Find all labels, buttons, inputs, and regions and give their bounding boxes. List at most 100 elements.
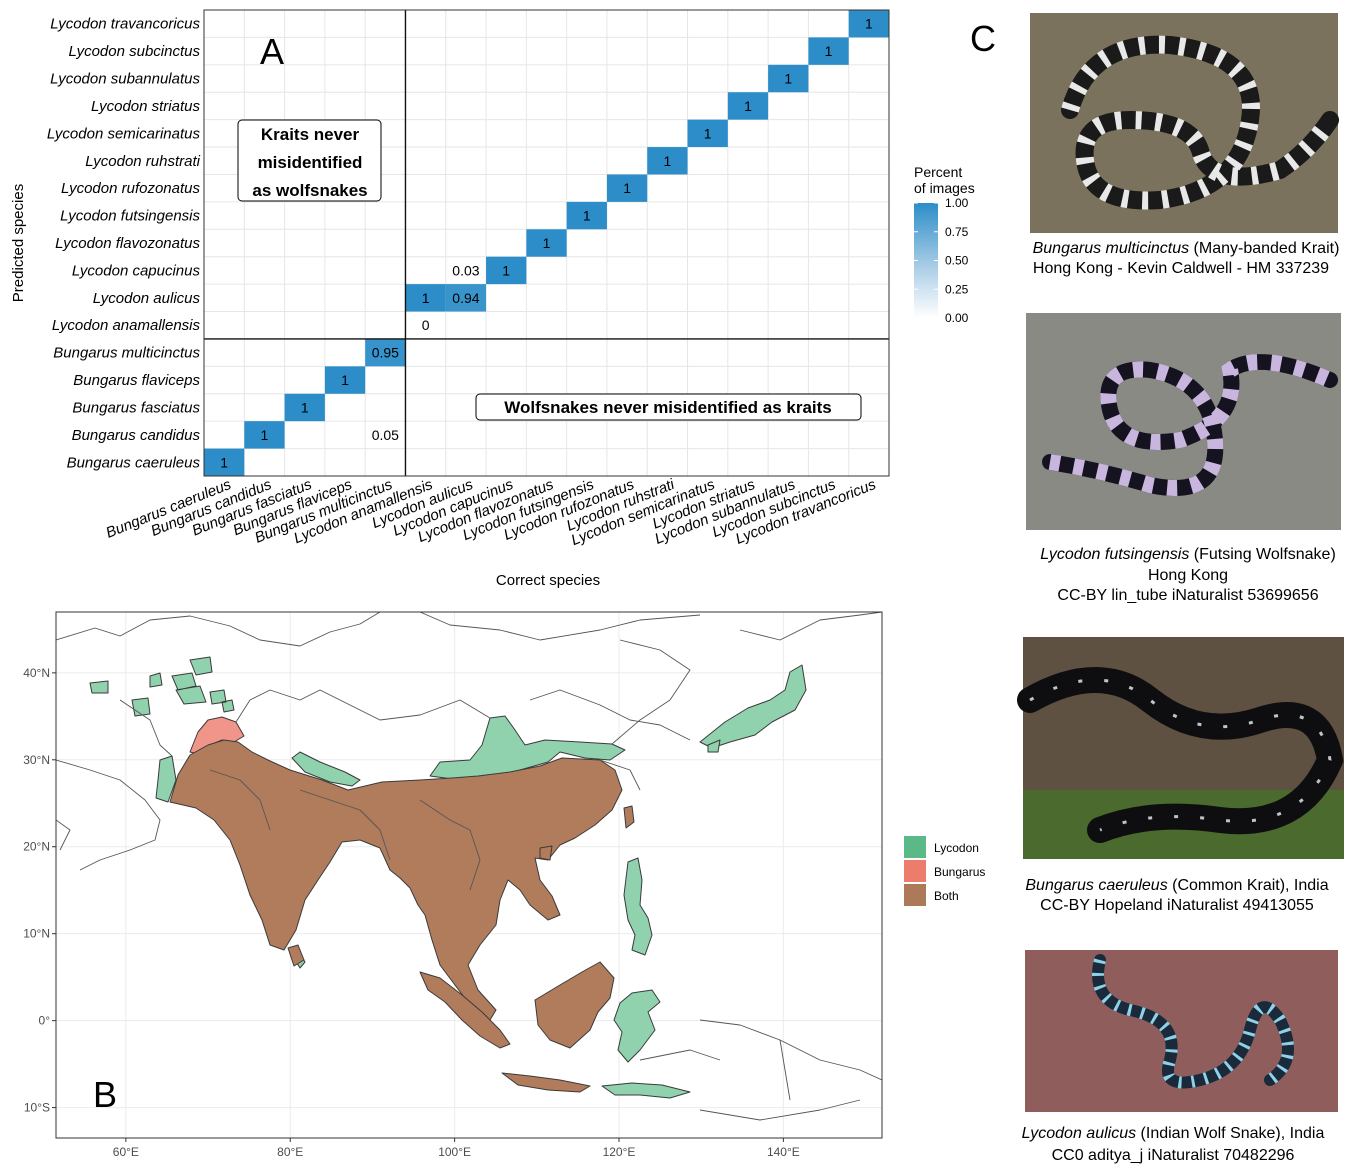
- legend-tick-label: 0.25: [945, 282, 969, 296]
- heatmap-y-tick-label: Bungarus candidus: [72, 427, 201, 444]
- heatmap-legend: Percent of images 1.000.750.500.250.00: [914, 164, 975, 325]
- heatmap-cell-label: 0: [422, 317, 430, 333]
- caption-4-rest: (Indian Wolf Snake), India: [1136, 1125, 1324, 1142]
- map-x-tick-label: 60°E: [113, 1145, 139, 1159]
- caption-photo-2: Lycodon futsingensis (Futsing Wolfsnake)…: [1040, 546, 1336, 604]
- heatmap-y-tick-label: Lycodon travancoricus: [50, 16, 200, 33]
- heatmap-cell-label: 1: [865, 16, 873, 32]
- map-y-tick-label: 20°N: [23, 840, 50, 854]
- photo-lycodon-aulicus: [1025, 950, 1338, 1112]
- legend-tick-label: 0.75: [945, 225, 969, 239]
- caption-2-line3: CC-BY lin_tube iNaturalist 53699656: [1057, 587, 1318, 604]
- heatmap-y-tick-label: Bungarus fasciatus: [72, 399, 200, 416]
- caption-1-species: Bungarus multicinctus: [1033, 240, 1190, 257]
- heatmap-y-tick-label: Lycodon semicarinatus: [47, 125, 201, 142]
- legend-title-line2: of images: [914, 180, 975, 196]
- map-legend-label: Lycodon: [934, 841, 979, 855]
- heatmap-y-tick-label: Lycodon striatus: [91, 98, 200, 115]
- heatmap-y-tick-label: Bungarus multicinctus: [53, 345, 200, 362]
- heatmap-cell-label: 1: [422, 290, 430, 306]
- heatmap-y-tick-label: Lycodon capucinus: [72, 262, 201, 279]
- photo-bungarus-caeruleus: [1023, 637, 1344, 859]
- heatmap-cell-label: 0.05: [372, 427, 399, 443]
- caption-2-rest: (Futsing Wolfsnake): [1189, 546, 1335, 563]
- caption-2-species: Lycodon futsingensis: [1040, 546, 1189, 563]
- map-region-hainan: [540, 846, 552, 860]
- annotation-kraits-line2: misidentified: [258, 153, 363, 172]
- heatmap-cell-label: 1: [825, 43, 833, 59]
- heatmap-y-tick-label: Lycodon futsingensis: [60, 208, 200, 225]
- legend-tick-label: 0.00: [945, 311, 969, 325]
- map-y-tick-label: 10°N: [23, 927, 50, 941]
- caption-3-species: Bungarus caeruleus: [1025, 877, 1167, 894]
- annotation-wolfsnakes-line1: Wolfsnakes never misidentified as kraits: [504, 398, 832, 417]
- caption-2-line2: Hong Kong: [1148, 567, 1228, 584]
- heatmap-y-tick-label: Lycodon ruhstrati: [85, 153, 200, 170]
- caption-3-line2: CC-BY Hopeland iNaturalist 49413055: [1040, 897, 1314, 914]
- heatmap-cell-label: 1: [543, 235, 551, 251]
- heatmap-y-axis-title: Predicted species: [10, 184, 27, 302]
- legend-tick-label: 1.00: [945, 196, 969, 210]
- heatmap-cell-label: 0.94: [452, 290, 479, 306]
- svg-text:Lycodon futsingensis (Futsing: Lycodon futsingensis (Futsing Wolfsnake): [1040, 546, 1336, 563]
- legend-title-line1: Percent: [914, 164, 962, 180]
- map-x-tick-label: 100°E: [438, 1145, 471, 1159]
- caption-photo-3: Bungarus caeruleus (Common Krait), India…: [1025, 877, 1328, 914]
- map-y-tick-label: 40°N: [23, 666, 50, 680]
- annotation-wolfsnakes-box: Wolfsnakes never misidentified as kraits: [476, 394, 861, 420]
- heatmap-cell-label: 1: [341, 372, 349, 388]
- heatmap-y-tick-label: Lycodon subcinctus: [69, 43, 201, 60]
- annotation-kraits-line3: as wolfsnakes: [252, 181, 367, 200]
- svg-text:Bungarus multicinctus (Many-ba: Bungarus multicinctus (Many-banded Krait…: [1033, 240, 1340, 257]
- heatmap-y-tick-label: Bungarus caeruleus: [67, 454, 201, 471]
- heatmap-y-tick-label: Lycodon subannulatus: [50, 71, 200, 88]
- svg-text:Bungarus caeruleus (Common Kra: Bungarus caeruleus (Common Krait), India: [1025, 877, 1328, 894]
- svg-text:Lycodon aulicus (Indian Wolf S: Lycodon aulicus (Indian Wolf Snake), Ind…: [1022, 1125, 1325, 1142]
- caption-3-rest: (Common Krait), India: [1168, 877, 1329, 894]
- map-legend-swatch: [904, 860, 926, 882]
- heatmap-cell-label: 0.03: [452, 262, 479, 278]
- map-y-tick-label: 30°N: [23, 753, 50, 767]
- heatmap-cell-label: 1: [623, 180, 631, 196]
- heatmap-cell-label: 1: [301, 399, 309, 415]
- panel-letter-c: C: [970, 18, 996, 59]
- heatmap-cell-label: 1: [261, 427, 269, 443]
- heatmap-cell-label: 1: [704, 125, 712, 141]
- map-legend-swatch: [904, 884, 926, 906]
- map-x-tick-label: 140°E: [767, 1145, 800, 1159]
- panel-letter-b: B: [93, 1074, 117, 1115]
- map-x-tick-label: 120°E: [603, 1145, 636, 1159]
- annotation-kraits-line1: Kraits never: [261, 125, 360, 144]
- map-y-tick-label: 0°: [39, 1014, 51, 1028]
- heatmap-y-tick-label: Lycodon anamallensis: [52, 317, 201, 334]
- photo-lycodon-futsingensis: [1026, 313, 1341, 530]
- caption-1-line2: Hong Kong - Kevin Caldwell - HM 337239: [1033, 260, 1329, 277]
- caption-1-rest: (Many-banded Krait): [1189, 240, 1339, 257]
- heatmap-cell-label: 1: [583, 208, 591, 224]
- heatmap-y-tick-labels: Bungarus caeruleus Bungarus candidus Bunga…: [47, 16, 201, 472]
- caption-4-species: Lycodon aulicus: [1022, 1125, 1136, 1142]
- map-legend-label: Bungarus: [934, 865, 985, 879]
- heatmap-panel: 1 1 1 1 0.95 0.05 0 1 0.94 0.03 1 1 1 1 1 1 1 1 1 1 Bungaru…: [10, 10, 975, 589]
- heatmap-cell-label: 1: [220, 454, 228, 470]
- map-panel: 60°E 80°E 100°E 120°E 140°E 40°N 30°N 20°N 10°N 0…: [23, 612, 985, 1159]
- heatmap-y-tick-label: Lycodon aulicus: [93, 290, 201, 307]
- heatmap-y-tick-label: Lycodon flavozonatus: [55, 235, 200, 252]
- heatmap-cell-label: 1: [784, 71, 792, 87]
- heatmap-y-tick-label: Bungarus flaviceps: [73, 372, 200, 389]
- photo-bungarus-multicinctus: [1030, 13, 1338, 233]
- heatmap-x-axis-title: Correct species: [496, 572, 600, 589]
- caption-photo-1: Bungarus multicinctus (Many-banded Krait…: [1033, 240, 1340, 277]
- heatmap-cell-label: 1: [502, 262, 510, 278]
- map-legend: LycodonBungarusBoth: [904, 836, 985, 906]
- caption-4-line2: CC0 aditya_j iNaturalist 70482296: [1052, 1147, 1295, 1164]
- map-y-tick-label: 10°S: [24, 1101, 50, 1115]
- heatmap-cell-label: 0.95: [372, 345, 399, 361]
- annotation-kraits-box: Kraits never misidentified as wolfsnakes: [238, 120, 381, 201]
- map-x-tick-label: 80°E: [277, 1145, 303, 1159]
- heatmap-cell-label: 1: [744, 98, 752, 114]
- map-legend-swatch: [904, 836, 926, 858]
- heatmap-y-tick-label: Lycodon rufozonatus: [61, 180, 200, 197]
